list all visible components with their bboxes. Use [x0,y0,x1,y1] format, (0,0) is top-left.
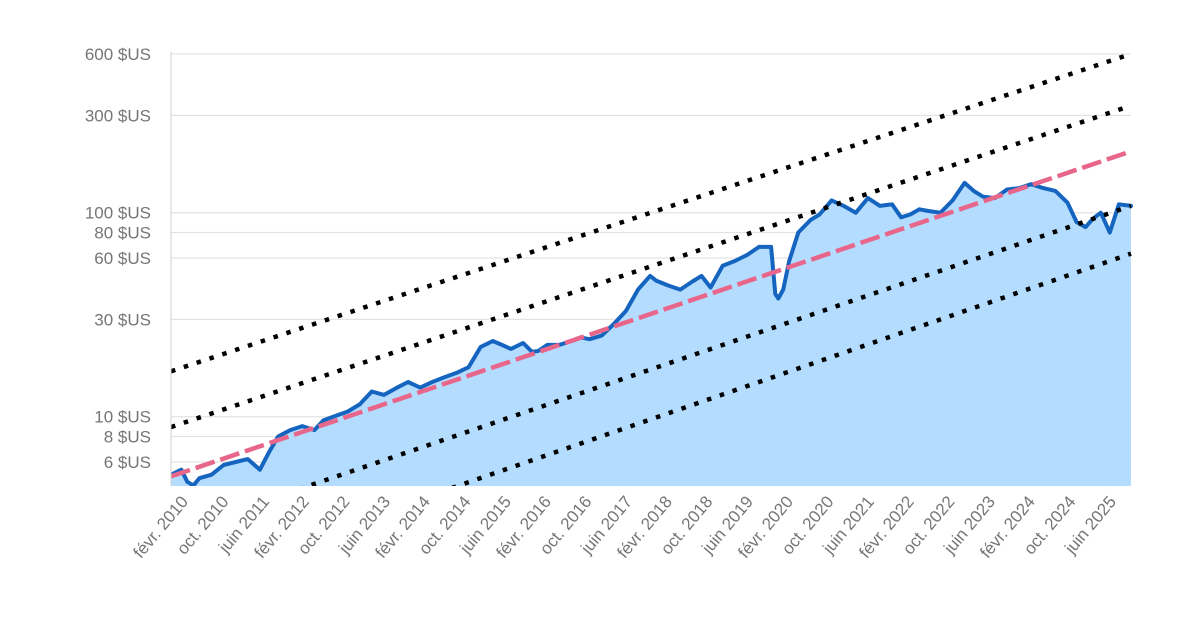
price-line-layer [171,180,1133,486]
y-tick-label: 8 $US [104,428,151,447]
price-line [171,180,1133,486]
y-tick-label: 10 $US [94,408,151,427]
y-tick-label: 100 $US [85,204,151,223]
y-tick-label: 6 $US [104,453,151,472]
y-tick-label: 60 $US [94,249,151,268]
y-tick-label: 30 $US [94,310,151,329]
y-tick-label: 300 $US [85,106,151,125]
y-tick-label: 80 $US [94,224,151,243]
price-area [171,182,1131,486]
y-tick-label: 600 $US [85,45,151,64]
trend-line [171,149,1132,479]
price-area-fill [171,182,1131,486]
trend-line-layer [171,149,1132,479]
